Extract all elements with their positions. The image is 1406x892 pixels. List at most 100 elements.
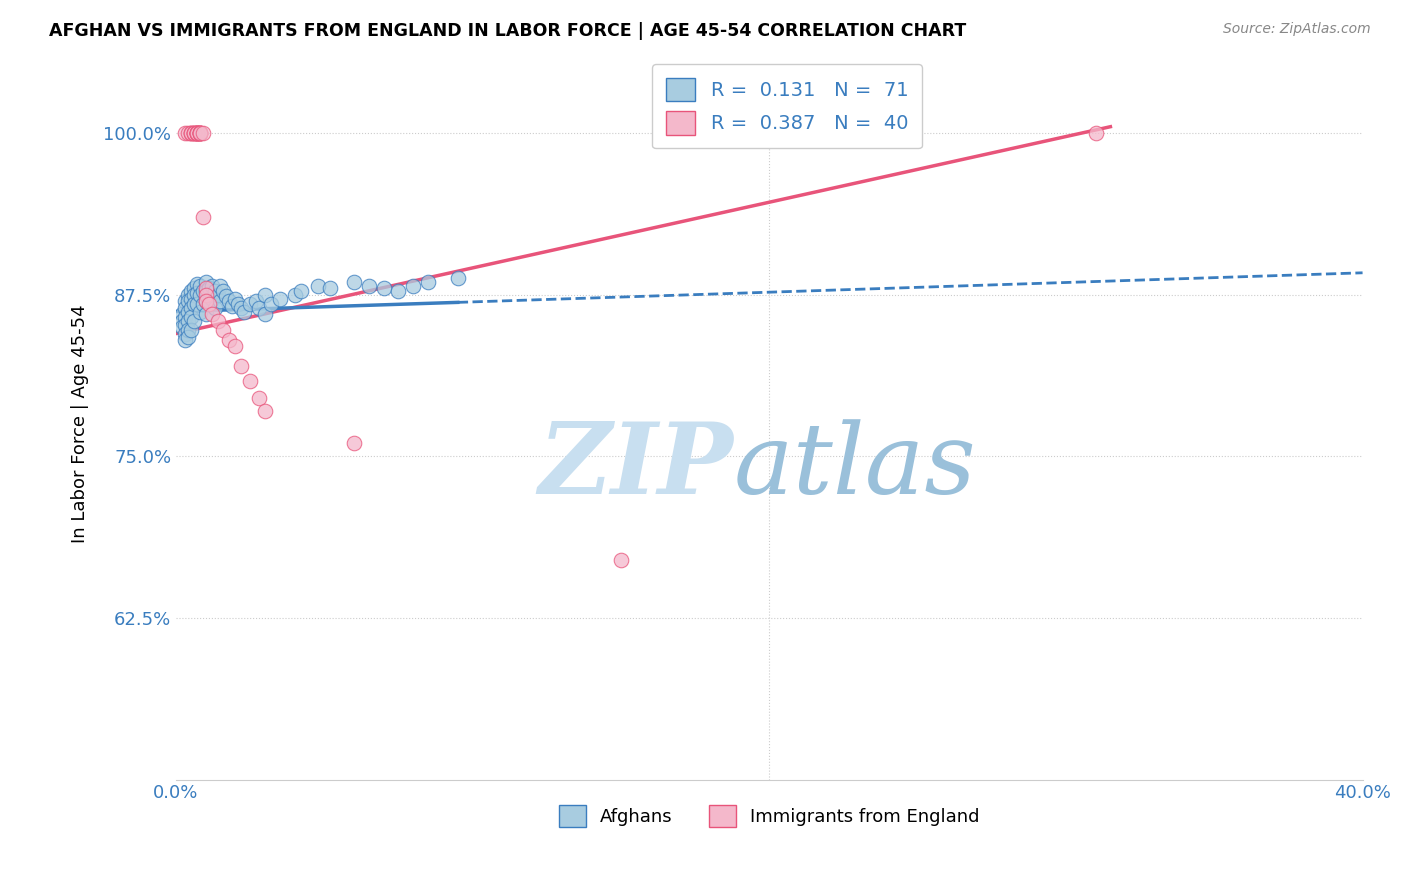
- Point: [402, 278, 425, 293]
- Point: [1084, 126, 1107, 140]
- Text: atlas: atlas: [734, 419, 976, 515]
- Point: [180, 301, 202, 315]
- Text: Source: ZipAtlas.com: Source: ZipAtlas.com: [1223, 22, 1371, 37]
- Point: [218, 333, 240, 347]
- Point: [183, 287, 205, 301]
- Point: [177, 126, 200, 140]
- Point: [191, 211, 214, 225]
- Point: [188, 126, 211, 140]
- Point: [221, 300, 243, 314]
- Point: [239, 297, 262, 311]
- Point: [231, 359, 253, 373]
- Point: [260, 297, 283, 311]
- Point: [186, 126, 208, 140]
- Point: [180, 126, 202, 140]
- Point: [226, 297, 249, 311]
- Point: [194, 294, 217, 309]
- Point: [186, 277, 208, 292]
- Point: [177, 313, 200, 327]
- Point: [200, 278, 222, 293]
- Point: [174, 301, 197, 315]
- Text: ZIP: ZIP: [538, 418, 734, 515]
- Point: [188, 126, 211, 140]
- Point: [447, 271, 470, 285]
- Point: [188, 278, 211, 293]
- Point: [183, 126, 205, 140]
- Point: [253, 287, 276, 301]
- Point: [290, 284, 312, 298]
- Point: [194, 281, 217, 295]
- Point: [284, 287, 307, 301]
- Point: [231, 301, 253, 315]
- Point: [186, 126, 208, 140]
- Point: [180, 284, 202, 298]
- Point: [188, 126, 211, 140]
- Point: [212, 323, 235, 337]
- Point: [209, 278, 232, 293]
- Y-axis label: In Labor Force | Age 45-54: In Labor Force | Age 45-54: [72, 305, 89, 543]
- Point: [245, 294, 267, 309]
- Point: [177, 330, 200, 344]
- Point: [180, 292, 202, 306]
- Point: [269, 292, 291, 306]
- Point: [197, 297, 219, 311]
- Point: [197, 281, 219, 295]
- Point: [183, 126, 205, 140]
- Text: AFGHAN VS IMMIGRANTS FROM ENGLAND IN LABOR FORCE | AGE 45-54 CORRELATION CHART: AFGHAN VS IMMIGRANTS FROM ENGLAND IN LAB…: [49, 22, 966, 40]
- Point: [191, 126, 214, 140]
- Point: [247, 301, 270, 315]
- Point: [188, 126, 211, 140]
- Point: [194, 307, 217, 321]
- Point: [357, 278, 380, 293]
- Point: [307, 278, 329, 293]
- Point: [215, 289, 238, 303]
- Point: [183, 313, 205, 327]
- Point: [174, 294, 197, 309]
- Point: [209, 294, 232, 309]
- Point: [183, 126, 205, 140]
- Point: [186, 126, 208, 140]
- Point: [183, 281, 205, 295]
- Point: [174, 326, 197, 341]
- Point: [188, 304, 211, 318]
- Point: [186, 126, 208, 140]
- Point: [170, 313, 193, 327]
- Point: [186, 286, 208, 301]
- Point: [194, 287, 217, 301]
- Point: [253, 404, 276, 418]
- Point: [186, 126, 208, 140]
- Point: [183, 126, 205, 140]
- Point: [224, 339, 246, 353]
- Point: [170, 307, 193, 321]
- Point: [373, 281, 395, 295]
- Point: [239, 375, 262, 389]
- Point: [418, 275, 440, 289]
- Point: [186, 126, 208, 140]
- Point: [387, 284, 409, 298]
- Point: [188, 126, 211, 140]
- Point: [177, 323, 200, 337]
- Point: [186, 297, 208, 311]
- Point: [194, 284, 217, 298]
- Point: [177, 304, 200, 318]
- Point: [177, 294, 200, 309]
- Point: [319, 281, 342, 295]
- Point: [186, 126, 208, 140]
- Point: [180, 126, 202, 140]
- Point: [180, 323, 202, 337]
- Point: [174, 126, 197, 140]
- Legend: Afghans, Immigrants from England: Afghans, Immigrants from England: [551, 798, 987, 835]
- Point: [610, 553, 633, 567]
- Point: [200, 292, 222, 306]
- Point: [343, 275, 366, 289]
- Point: [253, 307, 276, 321]
- Point: [204, 301, 226, 315]
- Point: [183, 297, 205, 311]
- Point: [180, 126, 202, 140]
- Point: [204, 284, 226, 298]
- Point: [191, 297, 214, 311]
- Point: [174, 310, 197, 324]
- Point: [200, 307, 222, 321]
- Point: [207, 287, 229, 301]
- Point: [197, 294, 219, 309]
